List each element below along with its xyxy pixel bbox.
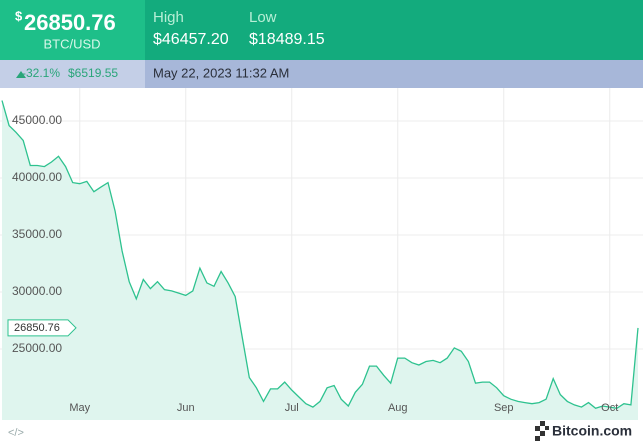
y-tick-label: 40000.00 [12,170,62,184]
range-panel [145,0,643,60]
x-tick-label: Oct [601,402,618,414]
x-tick-label: Sep [494,402,514,414]
high-value: $46457.20 [153,31,229,48]
brand-logo [535,421,549,441]
price-panel [0,0,145,60]
price-marker [7,319,77,337]
x-tick-label: May [69,402,90,414]
price-line [1,100,639,410]
x-tick-label: Jun [177,402,195,414]
high-label: High [153,9,184,26]
change-amount: $6519.55 [68,66,118,80]
embed-link[interactable]: </> [8,427,24,439]
y-tick-label: 45000.00 [12,113,62,127]
x-tick-label: Jul [285,402,299,414]
change-arrow [16,71,26,78]
change-panel [0,60,145,88]
y-tick-label: 30000.00 [12,284,62,298]
x-tick-label: Aug [388,402,408,414]
price-marker-label: 26850.76 [14,322,60,334]
y-tick-label: 35000.00 [12,227,62,241]
brand: Bitcoin.com [552,423,632,439]
area-fill [2,100,638,420]
date: May 22, 2023 11:32 AM [153,65,289,80]
date-panel [145,60,643,88]
low-label: Low [249,9,277,26]
currency-symbol: $ [15,8,23,23]
plot: 25000.00 30000.00 35000.00 40000.00 45000.00… [0,88,643,420]
change-percent: -32.1% [22,66,60,80]
y-tick-label: 25000.00 [12,341,62,355]
low-value: $18489.15 [249,31,325,48]
price: 26850.76 [24,10,116,35]
pair: BTC/USD [43,36,100,51]
